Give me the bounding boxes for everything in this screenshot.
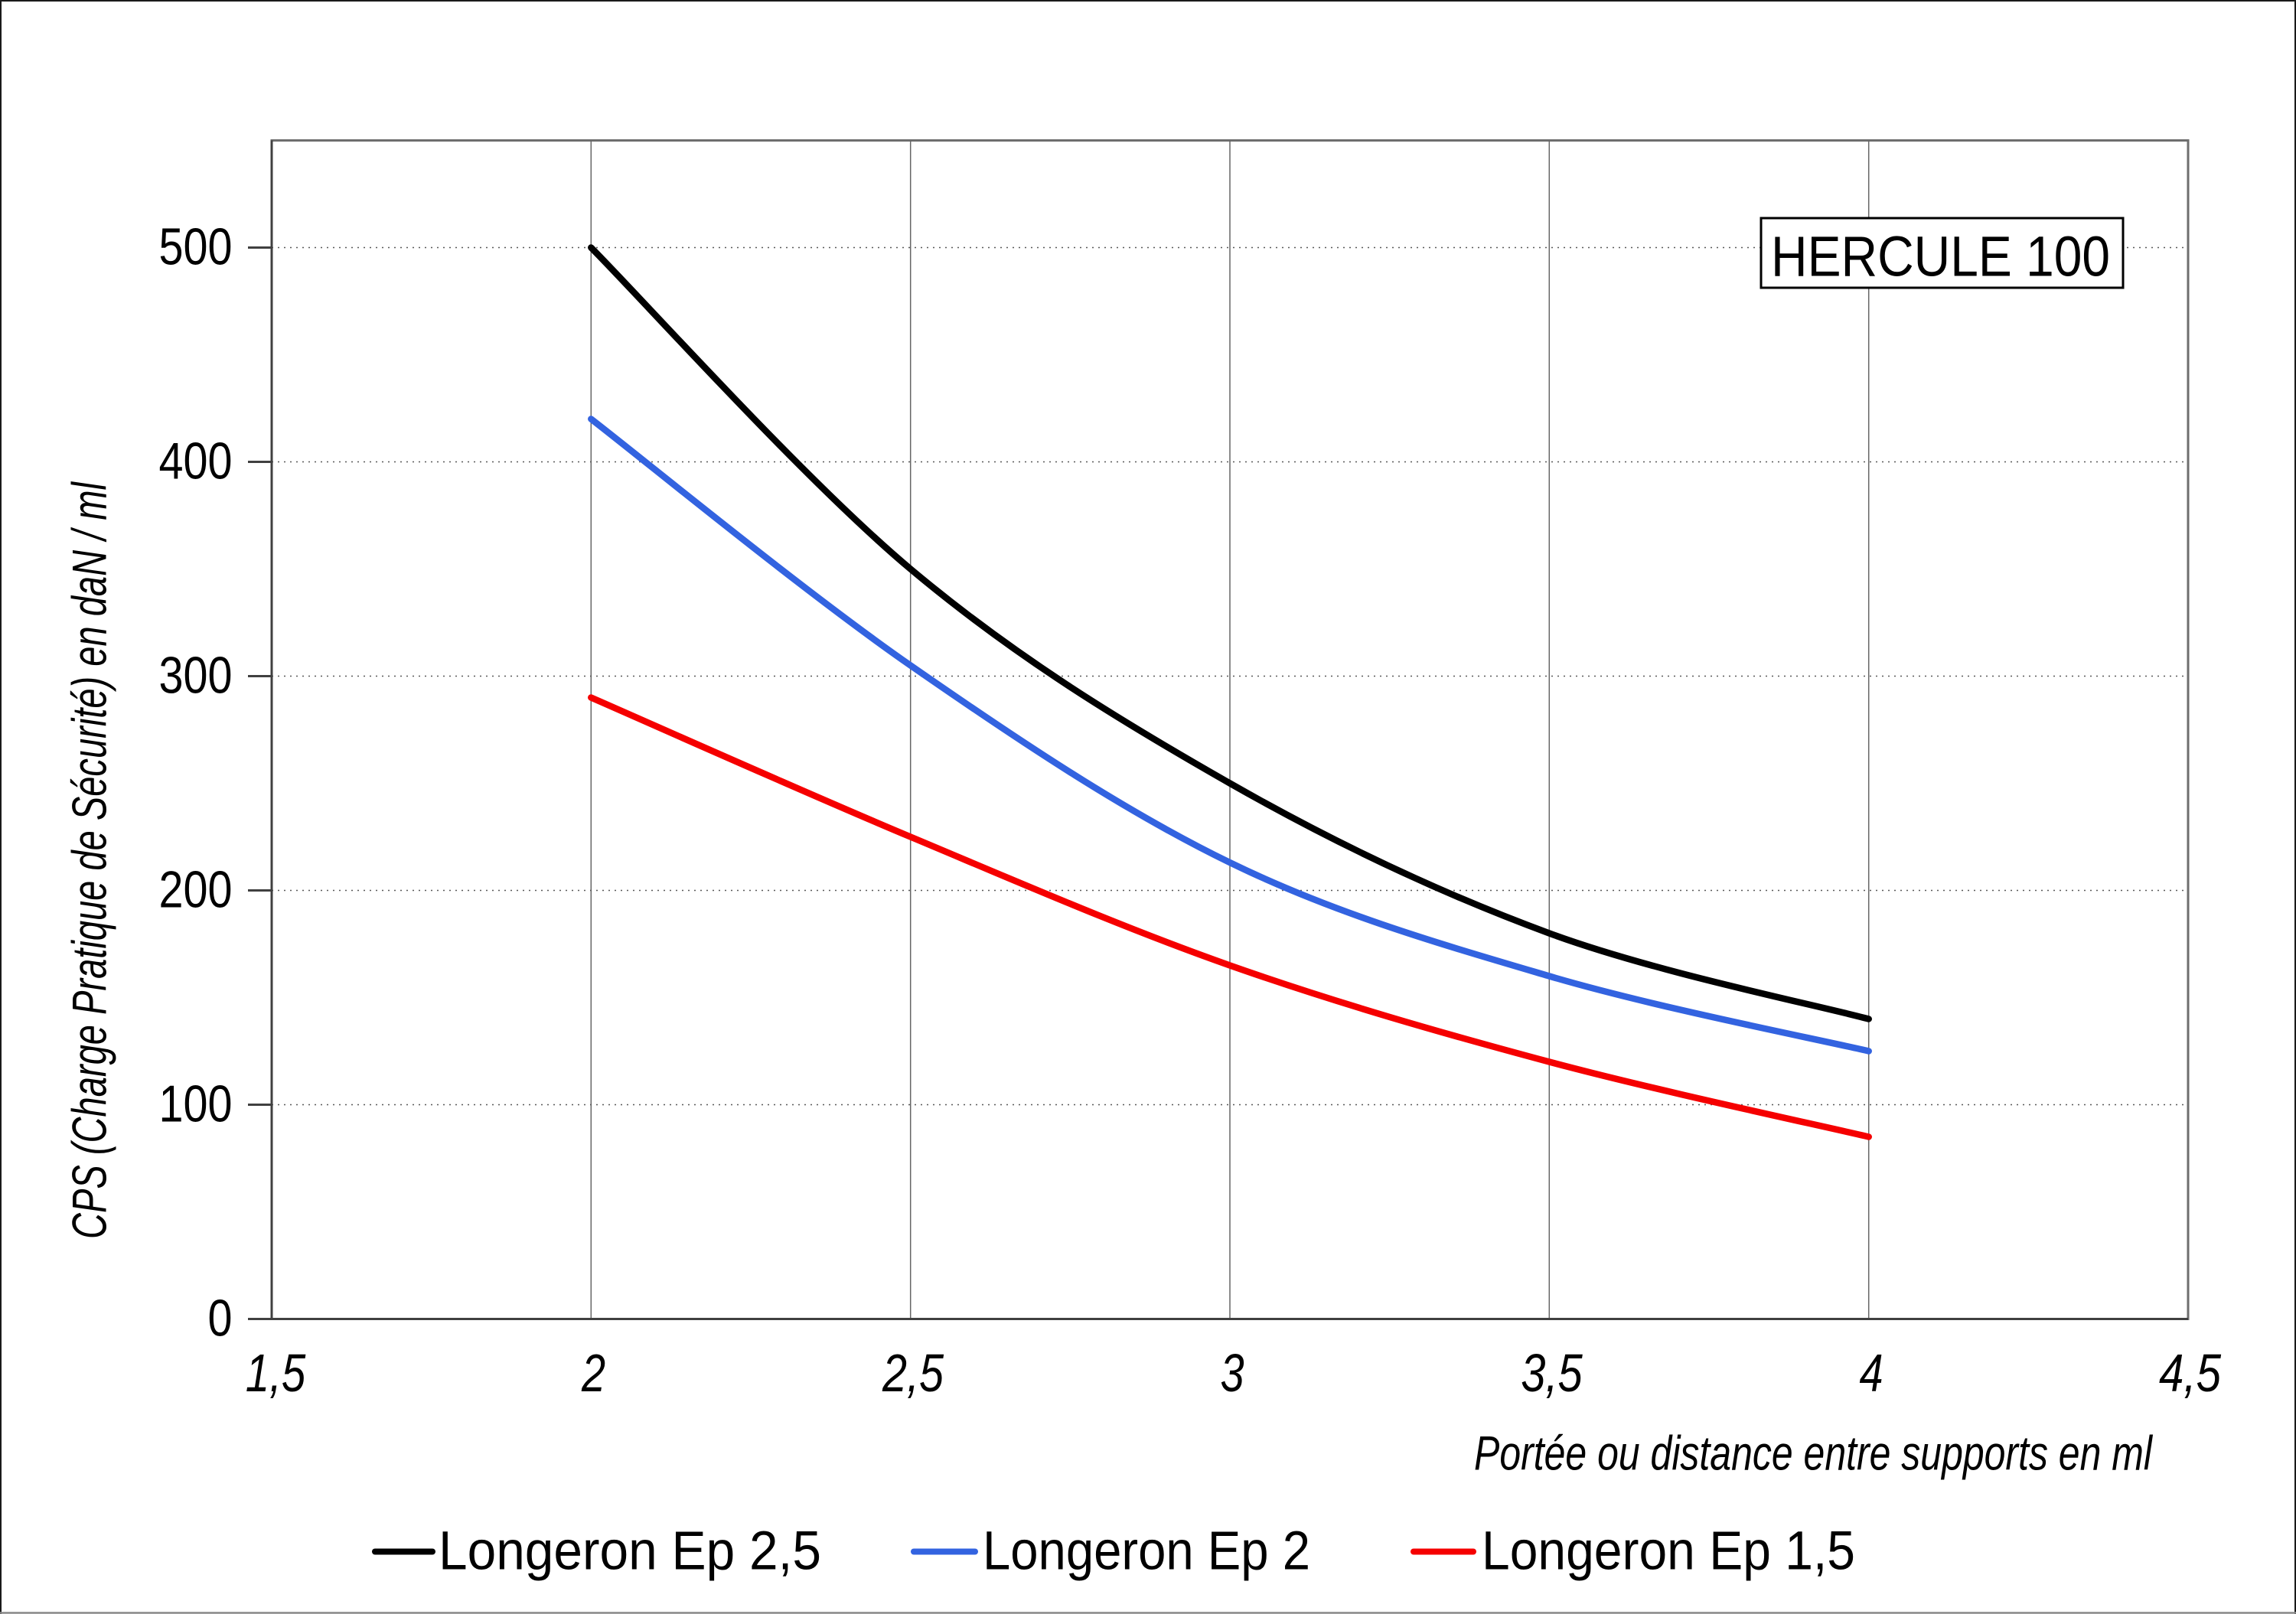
svg-text:2: 2 bbox=[581, 1343, 605, 1403]
svg-text:Longeron Ep 2,5: Longeron Ep 2,5 bbox=[439, 1521, 821, 1582]
svg-text:Portée ou distance entre suppo: Portée ou distance entre supports en ml bbox=[1474, 1427, 2154, 1480]
svg-text:200: 200 bbox=[159, 861, 233, 919]
svg-text:4: 4 bbox=[1859, 1343, 1883, 1403]
svg-text:0: 0 bbox=[208, 1290, 233, 1348]
svg-text:100: 100 bbox=[159, 1075, 233, 1133]
svg-text:3,5: 3,5 bbox=[1521, 1343, 1583, 1403]
svg-text:4,5: 4,5 bbox=[2159, 1343, 2222, 1403]
svg-text:HERCULE 100: HERCULE 100 bbox=[1771, 225, 2110, 289]
svg-text:Longeron Ep 2: Longeron Ep 2 bbox=[983, 1521, 1310, 1582]
svg-text:400: 400 bbox=[159, 432, 233, 491]
svg-text:1,5: 1,5 bbox=[246, 1343, 306, 1403]
svg-text:2,5: 2,5 bbox=[882, 1343, 944, 1403]
svg-text:3: 3 bbox=[1220, 1343, 1244, 1403]
svg-text:500: 500 bbox=[159, 218, 233, 276]
svg-text:CPS (Charge Pratique de Sécuri: CPS (Charge Pratique de Sécurité) en daN… bbox=[64, 481, 117, 1239]
svg-text:Longeron Ep 1,5: Longeron Ep 1,5 bbox=[1482, 1521, 1855, 1582]
svg-text:300: 300 bbox=[159, 647, 233, 705]
